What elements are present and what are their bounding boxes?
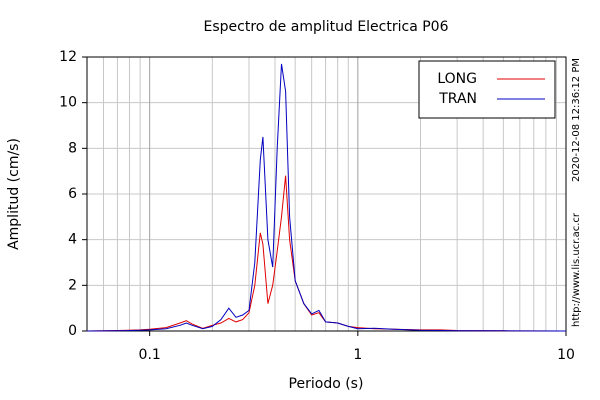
timestamp: 2020-12-08 12:36:12 PM (571, 58, 582, 182)
series-line (86, 63, 567, 332)
y-tick-label: 2 (68, 277, 77, 293)
y-tick-label: 0 (68, 323, 77, 339)
legend-label: LONG (437, 71, 477, 87)
y-tick-label: 6 (68, 186, 77, 202)
source-url: http://www.lis.ucr.ac.cr (571, 212, 582, 327)
y-tick-label: 12 (59, 49, 77, 65)
legend-box (418, 60, 556, 119)
chart-title: Espectro de amplitud Electrica P06 (204, 19, 449, 35)
plot-frame (86, 56, 567, 332)
series-line (86, 175, 567, 332)
x-tick-label: 0.1 (139, 347, 161, 363)
legend-label: TRAN (438, 91, 477, 107)
x-tick-label: 10 (557, 347, 575, 363)
x-axis-label: Periodo (s) (289, 376, 364, 392)
y-tick-label: 10 (59, 95, 77, 111)
x-tick-label: 1 (353, 347, 362, 363)
y-tick-label: 4 (68, 232, 77, 248)
y-tick-label: 8 (68, 140, 77, 156)
y-axis-label: Amplitud (cm/s) (6, 138, 22, 250)
